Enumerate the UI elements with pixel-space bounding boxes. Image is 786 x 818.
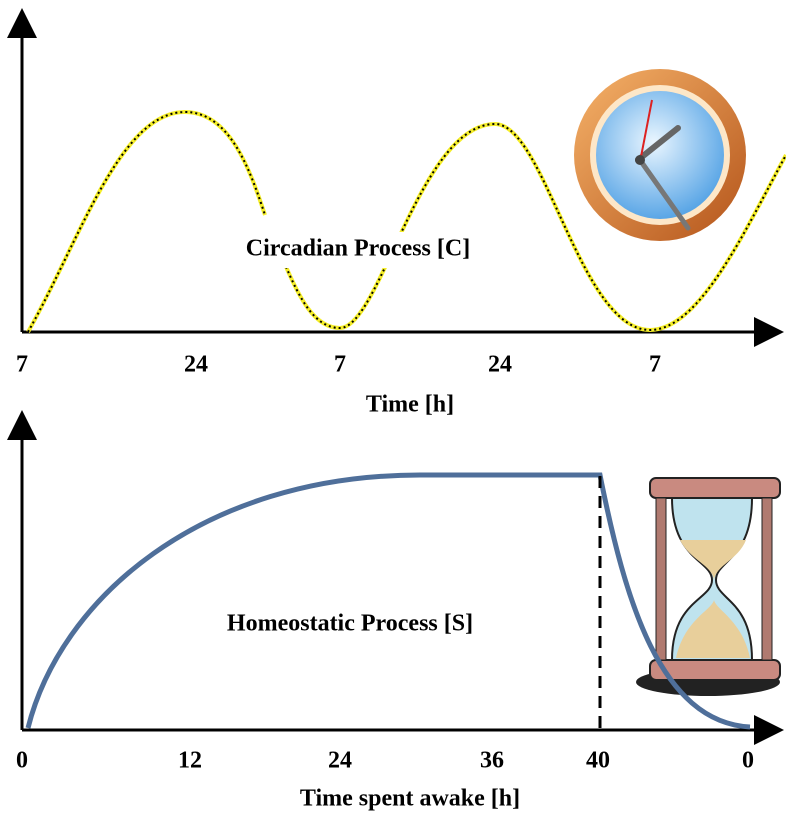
circadian-panel: Circadian Process [C] 7 24 7 24 7 Time [h] <box>6 8 786 418</box>
x-tick-label: 24 <box>184 352 208 378</box>
x-tick-label: 40 <box>586 748 610 774</box>
process-label: Circadian Process [C] <box>246 236 470 262</box>
homeostatic-panel: Homeostatic Process [S] 0 12 24 36 40 0 Time … <box>6 410 784 812</box>
x-tick-label: 7 <box>16 352 28 378</box>
x-tick-label: 12 <box>178 748 202 774</box>
label-bg <box>210 232 506 268</box>
x-tick-label: 24 <box>328 748 352 774</box>
clock-icon <box>574 69 746 241</box>
circadian-curve-dots <box>27 110 786 333</box>
process-label: Homeostatic Process [S] <box>227 611 473 637</box>
x-tick-label: 7 <box>334 352 346 378</box>
axis-title: Time spent awake [h] <box>300 786 520 812</box>
x-tick-label: 24 <box>488 352 512 378</box>
x-tick-labels: 7 24 7 24 7 <box>16 352 661 378</box>
homeostatic-curve <box>25 472 751 730</box>
hourglass-icon <box>636 477 781 696</box>
x-tick-label: 7 <box>649 352 661 378</box>
x-tick-label: 36 <box>480 748 504 774</box>
x-tick-labels: 0 12 24 36 40 0 <box>16 748 754 774</box>
x-tick-label: 0 <box>16 748 28 774</box>
axis-title: Time [h] <box>366 392 454 418</box>
x-tick-label: 0 <box>742 748 754 774</box>
